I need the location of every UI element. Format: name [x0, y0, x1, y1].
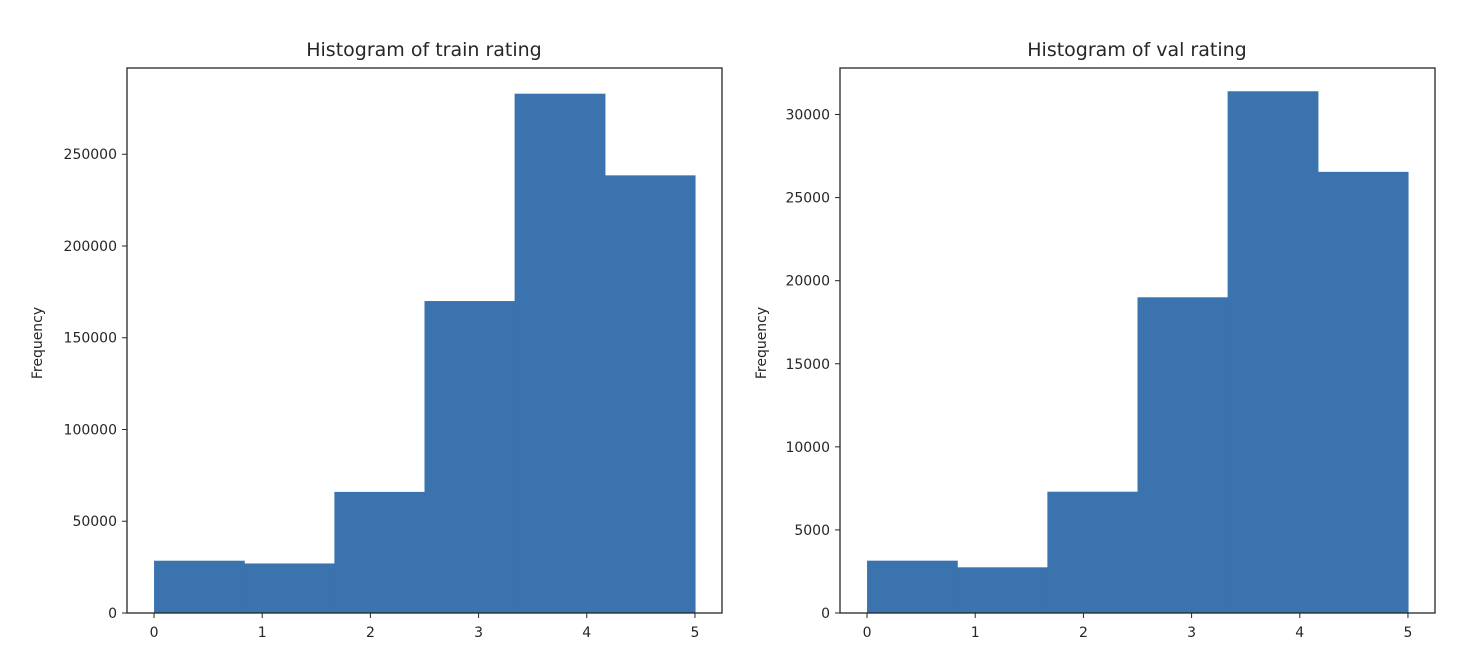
histogram-bar [1137, 297, 1229, 613]
train-histogram-panel: Histogram of train rating Frequency 0 1 2 3… [30, 39, 723, 641]
x-tick-label: 3 [474, 625, 483, 641]
histogram-bar [154, 560, 245, 613]
y-tick-label: 200000 [64, 239, 117, 255]
plot-frame [126, 67, 723, 614]
x-tick-label: 4 [1295, 625, 1304, 641]
y-tick-label: 10000 [785, 440, 830, 456]
y-axis-label: Frequency [754, 307, 770, 379]
histogram-bar [957, 567, 1048, 613]
x-tick-label: 1 [258, 625, 267, 641]
x-tick-label: 2 [366, 625, 375, 641]
x-tick-label: 5 [690, 625, 699, 641]
x-tick-label: 2 [1079, 625, 1088, 641]
ticks: 0 1 2 3 4 5 0 5000 10000 15000 20000 25000 30000 [785, 108, 1412, 641]
histogram-bar [867, 560, 958, 613]
bars [154, 93, 696, 613]
histogram-bar [1047, 491, 1139, 613]
histogram-bar [604, 175, 696, 613]
x-tick-label: 3 [1187, 625, 1196, 641]
y-tick-label: 100000 [64, 422, 117, 438]
y-tick-label: 0 [108, 606, 117, 622]
y-tick-label: 25000 [785, 191, 830, 207]
y-tick-label: 5000 [794, 523, 830, 539]
y-tick-label: 20000 [785, 274, 830, 290]
x-tick-label: 0 [863, 625, 872, 641]
plot-frame [839, 67, 1436, 614]
histogram-bar [424, 301, 516, 613]
x-tick-label: 1 [971, 625, 980, 641]
y-tick-label: 15000 [785, 357, 830, 373]
chart-title: Histogram of val rating [1027, 39, 1246, 61]
y-axis-label: Frequency [30, 307, 46, 379]
bars [867, 91, 1409, 613]
x-tick-label: 0 [150, 625, 159, 641]
x-tick-label: 4 [582, 625, 591, 641]
y-tick-label: 30000 [785, 108, 830, 124]
chart-title: Histogram of train rating [306, 39, 542, 61]
y-tick-label: 50000 [72, 514, 117, 530]
histogram-bar [514, 93, 606, 613]
histogram-bar [334, 491, 426, 613]
x-tick-label: 5 [1403, 625, 1412, 641]
histogram-bar [1227, 91, 1319, 613]
ticks: 0 1 2 3 4 5 0 50000 100000 150000 200000 250000 [64, 147, 700, 641]
val-histogram-panel: Histogram of val rating Frequency 0 1 2 3 4 5… [754, 39, 1436, 641]
histogram-bar [244, 563, 335, 613]
y-tick-label: 150000 [64, 331, 117, 347]
y-tick-label: 250000 [64, 147, 117, 163]
y-tick-label: 0 [821, 606, 830, 622]
histogram-bar [1317, 171, 1409, 613]
